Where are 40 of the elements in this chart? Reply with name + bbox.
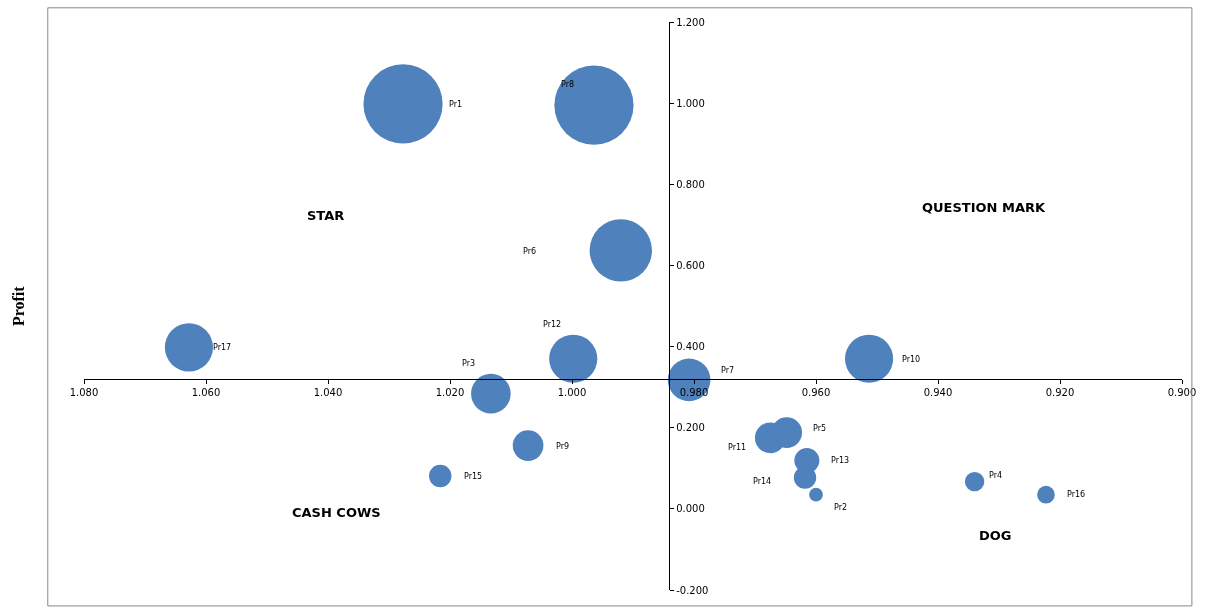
x-tick-label: 0.960 bbox=[801, 387, 831, 399]
annotation: Pr16 bbox=[1067, 490, 1086, 499]
annotation: Pr12 bbox=[543, 320, 562, 329]
annotation: Pr7 bbox=[721, 366, 735, 375]
annotation: Pr8 bbox=[561, 80, 575, 89]
annotation: Pr11 bbox=[728, 443, 747, 452]
x-tick-label: 0.980 bbox=[679, 387, 709, 399]
x-tick-label: 0.920 bbox=[1045, 387, 1075, 399]
y-tick-label: -0.200 bbox=[676, 584, 709, 596]
annotation: QUESTION MARK bbox=[922, 200, 1047, 215]
annotation: Pr14 bbox=[753, 477, 772, 486]
annotation: Pr1 bbox=[449, 100, 463, 109]
y-tick-label: 0.400 bbox=[676, 341, 705, 353]
annotation: Pr17 bbox=[213, 343, 232, 352]
annotation: Pr9 bbox=[556, 442, 570, 451]
annotation: Pr6 bbox=[523, 247, 537, 256]
annotation: Pr15 bbox=[464, 472, 483, 481]
annotation: CASH COWS bbox=[292, 505, 381, 520]
annotation: Pr3 bbox=[462, 359, 476, 368]
y-tick-label: 0.200 bbox=[676, 422, 705, 434]
annotation: Pr2 bbox=[834, 503, 848, 512]
x-tick-label: 1.080 bbox=[69, 387, 99, 399]
annotation: Pr13 bbox=[831, 456, 850, 465]
annotation: Pr4 bbox=[989, 471, 1003, 480]
x-tick-label: 1.060 bbox=[191, 387, 221, 399]
annotation: STAR bbox=[307, 208, 345, 223]
x-tick-label: 1.000 bbox=[557, 387, 587, 399]
x-tick-label: 0.940 bbox=[923, 387, 953, 399]
y-axis-title: Profit bbox=[10, 285, 28, 327]
y-tick-label: 0.000 bbox=[676, 503, 705, 515]
x-tick-label: 0.900 bbox=[1167, 387, 1197, 399]
x-tick-label: 1.020 bbox=[435, 387, 465, 399]
annotation: Pr5 bbox=[813, 424, 827, 433]
y-tick-label: 0.800 bbox=[676, 178, 705, 190]
x-tick-label: 1.040 bbox=[313, 387, 343, 399]
annotation: Pr10 bbox=[902, 355, 921, 364]
y-tick-label: 0.600 bbox=[676, 259, 705, 271]
y-tick-label: 1.200 bbox=[676, 16, 705, 28]
y-tick-label: 1.000 bbox=[676, 97, 705, 109]
annotation: DOG bbox=[979, 528, 1012, 543]
